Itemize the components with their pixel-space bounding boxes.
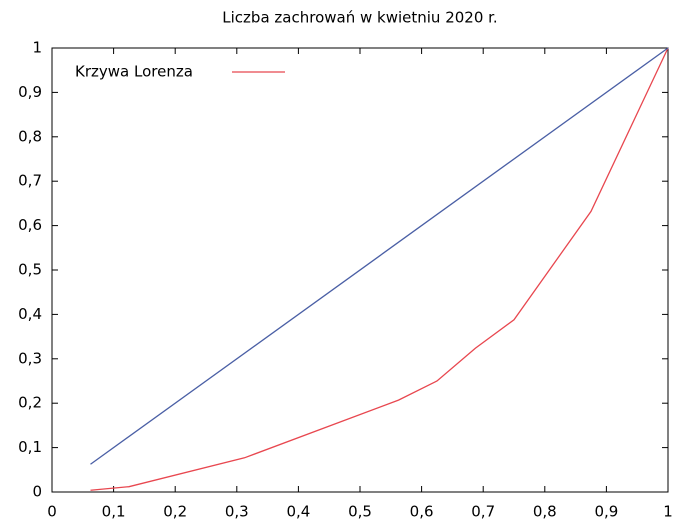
y-tick-label: 0,4	[18, 305, 42, 323]
x-tick-label: 0,7	[471, 503, 495, 521]
x-tick-label: 0,9	[594, 503, 618, 521]
x-tick-label: 0	[47, 503, 57, 521]
series-line	[90, 47, 669, 491]
x-tick-label: 0,4	[286, 503, 310, 521]
y-tick-label: 0,3	[18, 349, 42, 367]
y-tick-label: 0,8	[18, 127, 42, 145]
legend-label: Krzywa Lorenza	[75, 63, 193, 81]
y-tick-label: 0,6	[18, 216, 42, 234]
y-tick-label: 0	[32, 483, 42, 501]
x-tick-label: 0,1	[102, 503, 126, 521]
y-tick-label: 0,9	[18, 83, 42, 101]
x-tick-label: 0,5	[348, 503, 372, 521]
y-tick-label: 0,7	[18, 172, 42, 190]
y-tick-label: 0,2	[18, 394, 42, 412]
x-tick-label: 0,8	[533, 503, 557, 521]
y-tick-label: 1	[32, 39, 42, 57]
x-tick-label: 0,2	[163, 503, 187, 521]
chart-title: Liczba zachrowań w kwietniu 2020 r.	[222, 9, 497, 27]
x-tick-label: 1	[663, 503, 673, 521]
y-tick-label: 0,1	[18, 438, 42, 456]
x-tick-label: 0,6	[410, 503, 434, 521]
x-tick-label: 0,3	[225, 503, 249, 521]
series-line	[90, 47, 669, 465]
y-tick-label: 0,5	[18, 261, 42, 279]
